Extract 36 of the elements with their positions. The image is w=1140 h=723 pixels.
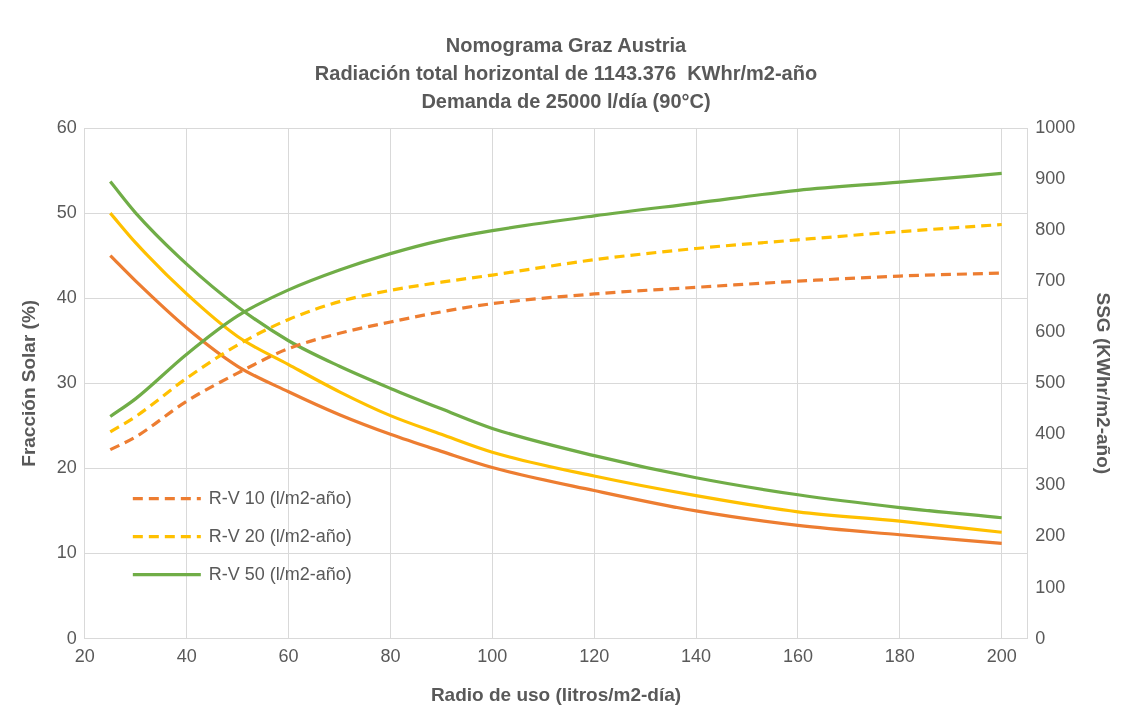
- x-tick-label: 180: [884, 646, 915, 667]
- legend-label: R-V 10 (l/m2-año): [208, 487, 352, 508]
- legend-label: R-V 50 (l/m2-año): [208, 563, 352, 584]
- y2-tick-label: 500: [1035, 372, 1066, 393]
- y2-tick-label: 0: [1035, 627, 1046, 648]
- y-tick-label: 40: [56, 287, 77, 308]
- y2-tick-label: 300: [1035, 474, 1066, 495]
- x-tick-label: 40: [176, 646, 197, 667]
- y-tick-label: 60: [56, 116, 77, 137]
- x-tick-label: 160: [782, 646, 813, 667]
- y2-tick-label: 800: [1035, 219, 1066, 240]
- x-tick-label: 20: [74, 646, 95, 667]
- y2-tick-label: 100: [1035, 576, 1066, 597]
- x-tick-label: 60: [278, 646, 299, 667]
- y2-tick-label: 900: [1035, 168, 1066, 189]
- y-tick-label: 20: [56, 457, 77, 478]
- y2-tick-label: 600: [1035, 321, 1066, 342]
- y2-tick-label: 400: [1035, 423, 1066, 444]
- x-tick-label: 80: [380, 646, 401, 667]
- y-tick-label: 30: [56, 372, 77, 393]
- x-axis-title: Radio de uso (litros/m2-día): [430, 683, 682, 705]
- y2-axis-title: SSG (KWhr/m2-año): [1093, 292, 1115, 475]
- y2-tick-label: 1000: [1035, 116, 1076, 137]
- y-tick-label: 0: [66, 627, 77, 648]
- x-tick-label: 140: [681, 646, 712, 667]
- chart-title: Nomograma Graz Austria Radiación total horizontal de 1143.376 KWhr/m2-año Demanda de 25000 l/día (90°C): [314, 33, 818, 112]
- y-tick-label: 50: [56, 202, 77, 223]
- x-tick-label: 100: [477, 646, 508, 667]
- x-tick-label: 120: [579, 646, 610, 667]
- y-axis-title: Fracción Solar (%): [17, 299, 39, 467]
- line-series: [108, 254, 1004, 545]
- y2-tick-label: 700: [1035, 270, 1066, 291]
- y-tick-label: 10: [56, 542, 77, 563]
- y2-tick-label: 200: [1035, 525, 1066, 546]
- legend-label: R-V 20 (l/m2-año): [208, 525, 352, 546]
- x-tick-label: 200: [986, 646, 1017, 667]
